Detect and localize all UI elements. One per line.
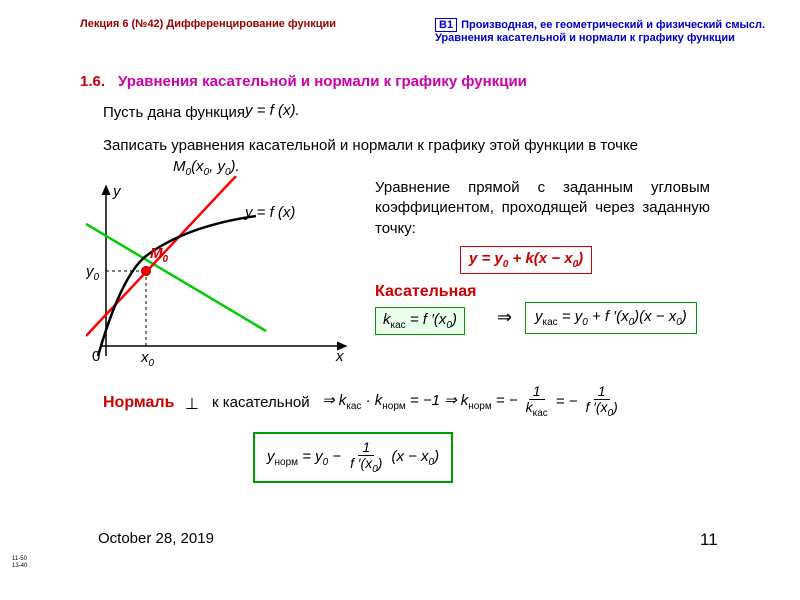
function-graph: y x 0 x0 y0 M0 <box>86 176 366 376</box>
normal-text: к касательной <box>212 394 310 411</box>
normal-label: Нормаль <box>103 394 174 412</box>
intro-eq-1: y = f (x). <box>245 102 300 119</box>
svg-text:y0: y0 <box>86 263 100 283</box>
line-eq-intro: Уравнение прямой с заданным угловым коэф… <box>375 178 710 239</box>
topic-text: Производная, ее геометрический и физичес… <box>435 19 765 44</box>
footer-code-1: 11-50 <box>12 556 27 562</box>
section-number: 1.6. <box>80 73 105 90</box>
section-title: Уравнения касательной и нормали к график… <box>118 73 527 90</box>
footer-page-number: 11 <box>700 530 718 550</box>
svg-text:x: x <box>335 348 344 365</box>
svg-text:x0: x0 <box>140 349 155 369</box>
implies-arrow-1: ⇒ <box>497 307 512 328</box>
tangent-label: Касательная <box>375 283 476 301</box>
svg-text:0: 0 <box>92 348 100 365</box>
tangent-k-box: kкас = f ′(x0) <box>375 307 465 335</box>
lecture-title: Лекция 6 (№42) Дифференцирование функции <box>80 18 336 30</box>
svg-text:M0: M0 <box>150 245 169 265</box>
perp-symbol: ⊥ <box>185 394 199 414</box>
tangent-eq-box: yкас = y0 + f ′(x0)(x − x0) <box>525 302 697 334</box>
svg-text:y: y <box>112 183 122 200</box>
topic-title: В1Производная, ее геометрический и физич… <box>435 18 775 44</box>
normal-eq-box: yнорм = y0 − 1f ′(x0) (x − x0) <box>253 432 453 483</box>
b1-badge: В1 <box>435 18 457 32</box>
m0-point: M0(x0, y0). <box>173 158 240 178</box>
intro-line-1: Пусть дана функция <box>103 104 245 121</box>
line-equation-box: y = y0 + k(x − x0) <box>460 246 592 274</box>
footer-date: October 28, 2019 <box>98 530 214 547</box>
intro-line-2: Записать уравнения касательной и нормали… <box>103 135 663 156</box>
normal-relation: ⇒ kкас · kнорм = −1 ⇒ kнорм = − 1kкас = … <box>322 384 622 419</box>
curve-label: y = f (x) <box>245 204 295 221</box>
footer-code-2: 13-40 <box>12 563 27 569</box>
